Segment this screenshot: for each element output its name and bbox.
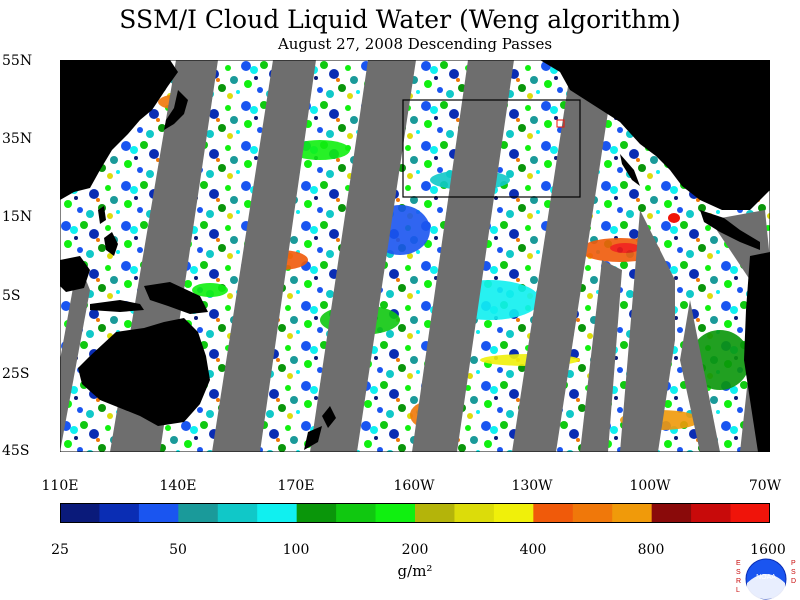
borneo: [60, 256, 90, 292]
colorbar-swatch: [415, 503, 455, 523]
colorbar-tick-label: 400: [519, 542, 547, 558]
colorbar-swatch: [138, 503, 179, 523]
central-america: [700, 210, 760, 250]
colorbar-swatch: [60, 503, 100, 523]
unit-label: g/m²: [397, 562, 433, 580]
colorbar-swatch: [493, 503, 534, 523]
colorbar-swatch: [99, 503, 140, 523]
logo-name: NOAA: [756, 574, 776, 581]
colorbar-swatch: [691, 503, 732, 523]
lon-label: 160W: [393, 478, 435, 494]
colorbar-swatch: [454, 503, 495, 523]
colorbar-swatch: [572, 503, 613, 523]
new-zealand: [322, 406, 336, 428]
lat-label: 45S: [2, 443, 30, 459]
landmasses: [60, 60, 770, 452]
colorbar-swatch: [178, 503, 219, 523]
region-box: [402, 99, 581, 198]
colorbar: [60, 503, 770, 523]
svg-text:PSD: PSD: [791, 560, 796, 585]
lon-label: 140E: [159, 478, 197, 494]
lat-label: 35N: [2, 131, 33, 147]
south-america: [744, 252, 770, 452]
colorbar-swatch: [730, 503, 770, 523]
lon-label: 70W: [748, 478, 782, 494]
colorbar-tick-label: 50: [169, 542, 187, 558]
colorbar-swatch: [217, 503, 258, 523]
lat-label: 15N: [2, 209, 33, 225]
colorbar-swatch: [257, 503, 298, 523]
lon-label: 130W: [511, 478, 553, 494]
page-subtitle: August 27, 2008 Descending Passes: [277, 35, 553, 53]
colorbar-tick-label: 200: [401, 542, 429, 558]
cloud-water-map: [60, 60, 770, 452]
colorbar-swatch: [336, 503, 377, 523]
colorbar-swatch: [375, 503, 416, 523]
north-america: [540, 60, 770, 210]
colorbar-tick-label: 1600: [750, 542, 786, 558]
colorbar-tick-label: 25: [51, 542, 69, 558]
colorbar-swatch: [651, 503, 692, 523]
lon-label: 100W: [629, 478, 671, 494]
new-guinea: [144, 282, 208, 314]
japan: [164, 90, 188, 130]
australia: [78, 318, 210, 426]
lon-label: 110E: [41, 478, 79, 494]
lat-label: 25S: [2, 366, 30, 382]
colorbar-swatch: [296, 503, 337, 523]
lat-label: 5S: [2, 288, 21, 304]
lon-label: 170E: [277, 478, 315, 494]
colorbar-tick-label: 800: [637, 542, 665, 558]
colorbar-swatch: [612, 503, 653, 523]
page-title: SSM/I Cloud Liquid Water (Weng algorithm…: [119, 5, 681, 34]
lat-label: 55N: [2, 53, 33, 69]
colorbar-swatch: [533, 503, 574, 523]
asia: [60, 60, 178, 200]
colorbar-tick-label: 100: [282, 542, 310, 558]
